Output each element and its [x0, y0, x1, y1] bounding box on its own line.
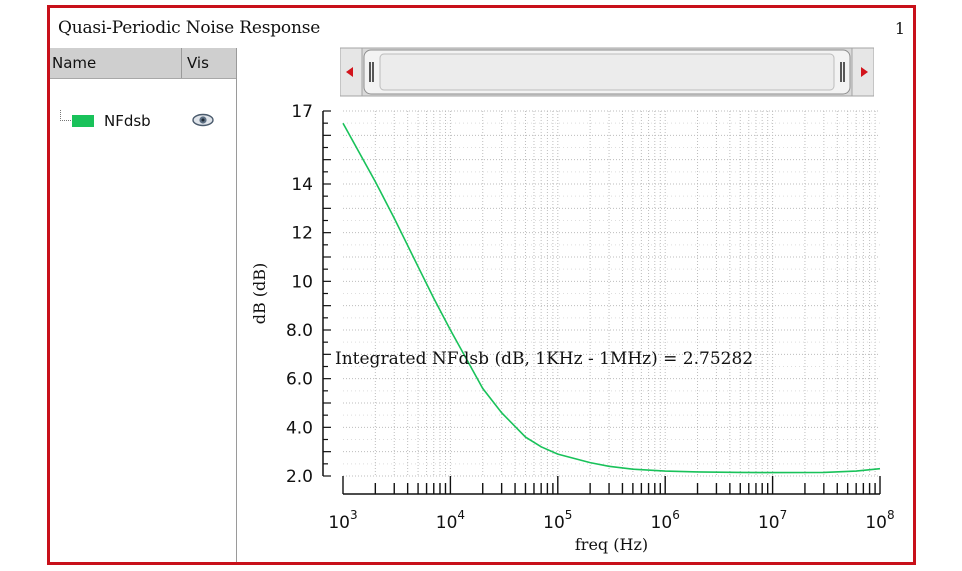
y-tick-label: 8.0: [286, 321, 313, 341]
x-tick-label: 108: [865, 508, 894, 533]
y-tick-label: 2.0: [286, 467, 313, 487]
scroll-thumb-left-grip[interactable]: [369, 62, 374, 82]
grid: [343, 110, 880, 477]
window-title-bar: Quasi-Periodic Noise Response 1: [50, 8, 913, 48]
window-title: Quasi-Periodic Noise Response: [58, 18, 321, 38]
trace-label: NFdsb: [104, 112, 151, 130]
legend-column-name[interactable]: Name: [50, 48, 182, 78]
series-layer: [342, 122, 881, 474]
axes: [322, 111, 880, 495]
tree-connector: [60, 110, 71, 121]
x-tick-label: 106: [651, 508, 680, 533]
trace-color-swatch: [72, 115, 94, 127]
scroll-thumb-right-grip[interactable]: [840, 62, 845, 82]
window-index: 1: [894, 19, 905, 38]
x-tick-label: 107: [758, 508, 787, 533]
x-tick-label: 105: [543, 508, 572, 533]
eye-icon[interactable]: [192, 112, 214, 132]
legend-panel: Name Vis NFdsb: [50, 48, 237, 562]
y-tick-label: 14: [291, 175, 313, 195]
y-tick-label: 17: [291, 102, 313, 122]
x-axis-scrollbar[interactable]: [340, 46, 874, 98]
y-tick-label: 12: [291, 224, 313, 244]
y-axis-ticks: 2.0 4.0 6.0 8.0 10 12 14 17: [286, 102, 331, 487]
legend-header: Name Vis: [50, 48, 236, 79]
scroll-left-arrow[interactable]: [340, 47, 363, 97]
scroll-right-arrow[interactable]: [851, 47, 874, 97]
legend-column-vis[interactable]: Vis: [187, 54, 209, 72]
x-tick-label: 103: [328, 508, 357, 533]
integrated-noise-annotation: Integrated NFdsb (dB, 1KHz - 1MHz) = 2.7…: [335, 349, 753, 369]
series-line-nfdsb: [342, 122, 881, 474]
plot-window: Quasi-Periodic Noise Response 1 Name Vis…: [47, 5, 916, 565]
x-tick-label: 104: [436, 508, 465, 533]
legend-row-nfdsb[interactable]: NFdsb: [50, 106, 236, 136]
x-axis-label: freq (Hz): [575, 535, 648, 554]
y-tick-label: 4.0: [286, 418, 313, 438]
y-axis-label: dB (dB): [250, 263, 269, 325]
scroll-thumb[interactable]: [363, 49, 851, 95]
x-axis-ticks: 103 104 105 106 107 108: [328, 476, 895, 533]
y-tick-label: 6.0: [286, 370, 313, 390]
y-tick-label: 10: [291, 272, 313, 292]
